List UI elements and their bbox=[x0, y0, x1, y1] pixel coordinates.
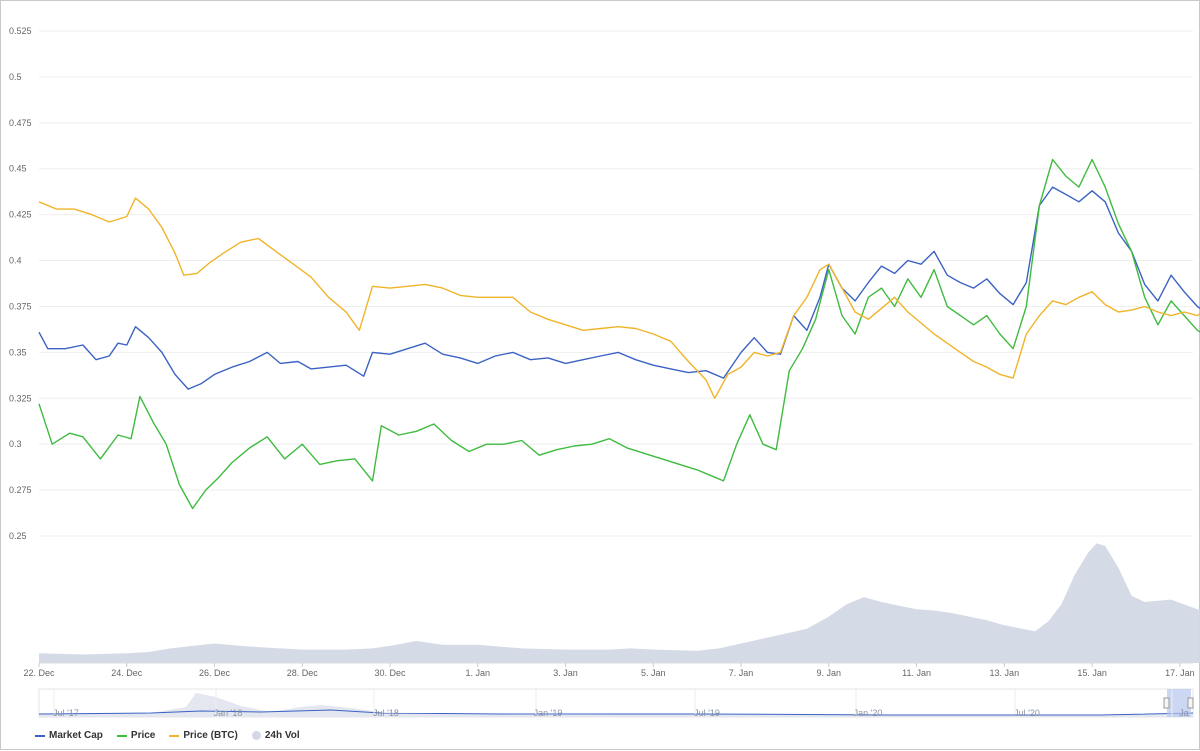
x-tick-label: 28. Dec bbox=[287, 668, 319, 678]
navigator-volume bbox=[39, 693, 1193, 717]
x-tick-label: 22. Dec bbox=[23, 668, 55, 678]
y-tick-label: 0.325 bbox=[9, 393, 32, 403]
x-axis-ticks: 22. Dec 24. Dec 26. Dec 28. Dec 30. Dec 1. Ja… bbox=[23, 663, 1195, 678]
legend-label: Market Cap bbox=[49, 730, 103, 741]
y-tick-label: 0.525 bbox=[9, 26, 32, 36]
navigator-label: Jul '20 bbox=[1014, 708, 1040, 718]
y-tick-label: 0.425 bbox=[9, 210, 32, 220]
x-tick-label: 9. Jan bbox=[817, 668, 842, 678]
series-line-market-cap[interactable] bbox=[38, 186, 1200, 390]
legend-symbol bbox=[169, 734, 180, 737]
navigator-label: Jul '18 bbox=[373, 708, 399, 718]
navigator-label: Jan '18 bbox=[214, 708, 243, 718]
y-tick-label: 0.3 bbox=[9, 439, 22, 449]
y-tick-label: 0.45 bbox=[9, 164, 27, 174]
navigator-panel: Jul '17 Jan '18 Jul '18 Jan '19 Jul '19 Jan '… bbox=[38, 688, 1194, 718]
series-line-price-btc[interactable] bbox=[38, 197, 1200, 399]
legend-item-price[interactable]: Price bbox=[116, 730, 156, 741]
legend-symbol bbox=[251, 731, 261, 740]
navigator-label: Ja bbox=[1179, 708, 1189, 718]
legend-item-market-cap[interactable]: Market Cap bbox=[35, 730, 103, 741]
series-lines bbox=[38, 158, 1200, 510]
chart-legend: Market Cap Price Price (BTC) 24h Vol bbox=[35, 730, 314, 741]
y-tick-label: 0.5 bbox=[9, 72, 22, 82]
navigator-label: Jul '17 bbox=[53, 708, 79, 718]
x-tick-label: 11. Jan bbox=[902, 668, 931, 678]
legend-label: 24h Vol bbox=[264, 730, 300, 741]
x-tick-label: 13. Jan bbox=[990, 668, 1020, 678]
volume-area bbox=[39, 543, 1200, 664]
series-line-price[interactable] bbox=[38, 158, 1200, 510]
x-tick-label: 5. Jan bbox=[641, 668, 666, 678]
x-tick-label: 17. Jan bbox=[1165, 668, 1195, 678]
y-tick-label: 0.275 bbox=[9, 485, 32, 495]
grid-lines bbox=[39, 30, 1193, 537]
y-tick-label: 0.375 bbox=[9, 301, 32, 311]
x-tick-label: 26. Dec bbox=[199, 668, 231, 678]
navigator-line bbox=[38, 709, 1194, 716]
y-tick-label: 0.475 bbox=[9, 118, 32, 128]
legend-item-price-btc[interactable]: Price (BTC) bbox=[169, 730, 238, 741]
legend-label: Price (BTC) bbox=[183, 730, 238, 741]
volume-series-area bbox=[39, 543, 1200, 663]
x-tick-label: 7. Jan bbox=[729, 668, 754, 678]
navigator-selection[interactable] bbox=[1167, 689, 1191, 717]
legend-symbol bbox=[35, 734, 45, 737]
y-tick-label: 0.25 bbox=[9, 531, 27, 541]
navigator-label: Jan '20 bbox=[854, 708, 883, 718]
x-tick-label: 24. Dec bbox=[111, 668, 143, 678]
navigator-handle-left[interactable] bbox=[1163, 697, 1170, 709]
navigator-label: Jan '19 bbox=[534, 708, 563, 718]
navigator-label: Jul '19 bbox=[694, 708, 720, 718]
legend-item-volume[interactable]: 24h Vol bbox=[251, 730, 300, 741]
legend-label: Price bbox=[130, 730, 156, 741]
x-tick-label: 30. Dec bbox=[375, 668, 407, 678]
y-tick-label: 0.4 bbox=[9, 256, 22, 266]
x-tick-label: 3. Jan bbox=[553, 668, 578, 678]
navigator-handle-right[interactable] bbox=[1187, 697, 1194, 709]
y-axis-ticks: 0.525 0.5 0.475 0.45 0.425 0.4 0.375 0.35 0.325 0… bbox=[9, 26, 32, 541]
x-tick-label: 1. Jan bbox=[466, 668, 491, 678]
y-tick-label: 0.35 bbox=[9, 347, 27, 357]
x-tick-label: 15. Jan bbox=[1077, 668, 1107, 678]
legend-symbol bbox=[116, 734, 127, 737]
